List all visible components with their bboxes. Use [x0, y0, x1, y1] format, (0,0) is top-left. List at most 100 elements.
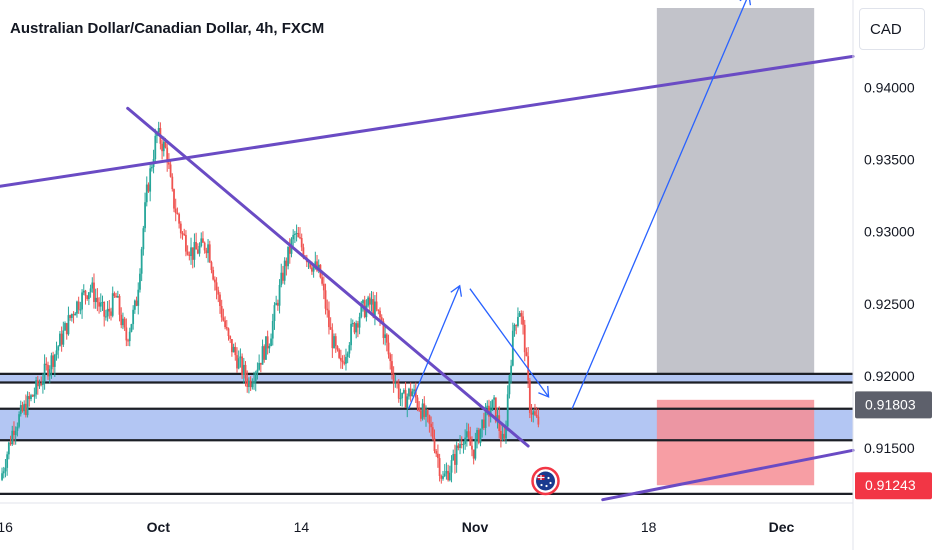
candle — [465, 422, 468, 447]
candle — [433, 429, 436, 454]
candle — [457, 443, 460, 451]
candle — [45, 357, 48, 371]
candle — [237, 350, 240, 370]
candle-body — [190, 247, 192, 257]
candle — [186, 245, 189, 256]
candle — [431, 421, 434, 441]
candle — [472, 449, 475, 465]
candle-body — [171, 176, 174, 190]
candle — [392, 366, 395, 393]
candle — [491, 399, 494, 411]
price-tick-label: 0.93500 — [864, 152, 915, 168]
candle-body — [479, 428, 482, 443]
candle-body — [370, 299, 373, 305]
candle-body — [132, 309, 135, 325]
candle-body — [105, 316, 107, 318]
candle-body — [474, 439, 477, 459]
candle-body — [118, 296, 121, 315]
candle — [505, 420, 507, 444]
candle-body — [120, 314, 123, 326]
candle-body — [402, 390, 405, 393]
candle-body — [309, 261, 312, 268]
candle-body — [311, 267, 313, 272]
candle — [18, 411, 20, 429]
candle — [271, 313, 274, 346]
candle-body — [207, 244, 209, 254]
candle-body — [74, 313, 77, 316]
candle-body — [399, 398, 402, 400]
candle — [270, 333, 272, 347]
candle — [500, 422, 502, 448]
candle-body — [425, 410, 427, 417]
candle-body — [248, 380, 250, 387]
candle-body — [50, 355, 53, 370]
candle — [350, 318, 352, 351]
candle-body — [65, 323, 68, 335]
candle-body — [486, 405, 489, 407]
candle-body — [52, 355, 55, 367]
candle — [462, 441, 465, 454]
candle — [397, 379, 400, 403]
candle — [219, 292, 221, 314]
candle-body — [433, 438, 436, 452]
candle — [230, 339, 233, 357]
candle-body — [471, 445, 473, 450]
candle-body — [493, 397, 495, 400]
candle-body — [145, 184, 148, 203]
candle — [355, 320, 358, 339]
candle-body — [397, 384, 400, 399]
candle-body — [292, 234, 295, 240]
candle-body — [62, 330, 65, 345]
candle-body — [355, 323, 358, 333]
candle — [23, 400, 26, 415]
candle — [421, 399, 424, 421]
candle-body — [167, 162, 170, 165]
candle — [123, 316, 126, 331]
candle-body — [312, 265, 315, 272]
candle — [183, 228, 186, 237]
candle-body — [23, 403, 26, 412]
candle-body — [193, 241, 196, 260]
candle-body — [442, 476, 444, 479]
candle — [437, 444, 439, 468]
candle-body — [161, 143, 163, 152]
candle — [106, 300, 109, 322]
stop-price-tag-bg — [855, 472, 932, 500]
candle — [205, 247, 208, 259]
candle — [343, 354, 346, 366]
candle-body — [379, 310, 381, 318]
candle-body — [362, 300, 364, 304]
candle-body — [147, 184, 150, 192]
candle-body — [447, 470, 450, 481]
candle-body — [42, 381, 44, 386]
candle-body — [123, 318, 126, 328]
currency-button[interactable]: CAD — [859, 8, 925, 50]
candle-body — [236, 355, 238, 369]
time-tick-label: Nov — [462, 519, 489, 535]
candle — [534, 403, 536, 416]
candle — [535, 406, 538, 419]
candle — [55, 341, 58, 361]
candle-body — [345, 356, 347, 364]
candle — [74, 311, 77, 316]
candle — [93, 273, 95, 309]
candle — [84, 289, 87, 305]
candle — [401, 392, 404, 407]
candle — [528, 377, 531, 419]
arrow-up-2-head — [739, 0, 752, 6]
candle — [261, 339, 264, 365]
candle — [36, 375, 39, 395]
candle — [419, 408, 422, 422]
candle — [6, 451, 9, 476]
candle-body — [234, 346, 237, 356]
candle-body — [440, 476, 443, 479]
candle-body — [164, 141, 167, 148]
candle-body — [69, 315, 72, 318]
candle — [30, 393, 32, 402]
candle — [76, 300, 78, 318]
descending-trendline — [126, 106, 530, 448]
candle — [31, 394, 34, 398]
candle — [62, 321, 65, 347]
candle-body — [302, 247, 305, 257]
